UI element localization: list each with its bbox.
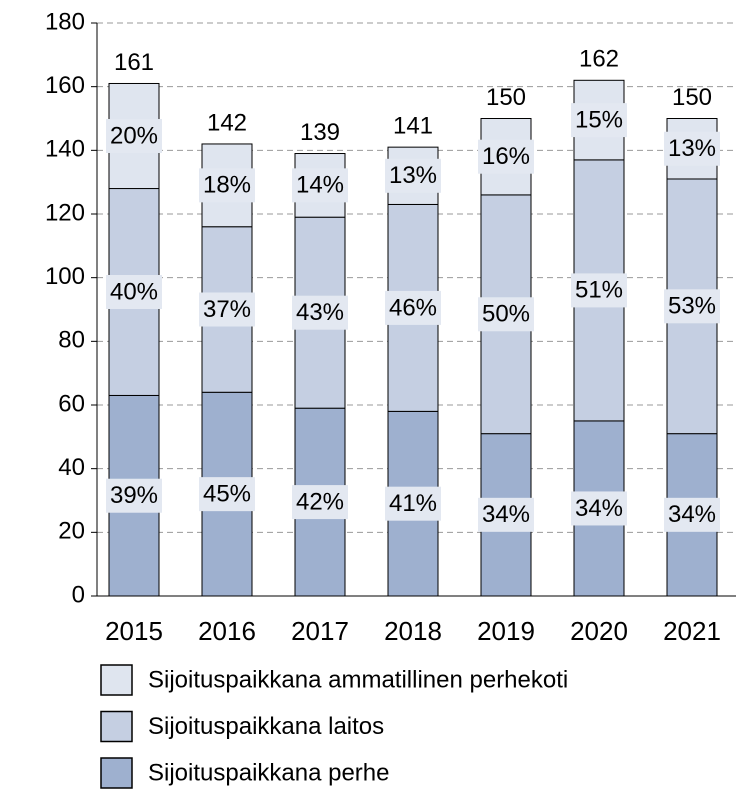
share-label-box: [292, 168, 348, 203]
share-label: 53%: [668, 293, 716, 320]
share-label: 16%: [482, 143, 530, 170]
legend-label: Sijoituspaikkana perhe: [148, 759, 390, 786]
y-tick-label: 120: [45, 199, 85, 226]
share-label-box: [106, 478, 162, 513]
share-label-box: [199, 168, 255, 203]
share-label: 15%: [575, 106, 623, 133]
share-label: 13%: [389, 162, 437, 189]
share-label-box: [106, 119, 162, 154]
total-label: 139: [300, 119, 340, 146]
legend-swatch: [100, 664, 133, 696]
share-label-box: [199, 292, 255, 327]
y-tick-label: 140: [45, 136, 85, 163]
total-label: 141: [393, 112, 433, 139]
share-label-box: [106, 274, 162, 309]
share-label-box: [571, 273, 627, 308]
total-label: 142: [207, 109, 247, 136]
share-label: 39%: [110, 482, 158, 509]
y-tick-label: 20: [58, 518, 85, 545]
share-label: 45%: [203, 480, 251, 507]
share-label-box: [385, 290, 441, 325]
share-label-box: [292, 295, 348, 330]
share-label-box: [664, 131, 720, 166]
y-tick-label: 180: [45, 8, 85, 35]
x-tick-label: 2018: [384, 616, 442, 646]
share-label-box: [571, 103, 627, 138]
total-label: 161: [114, 49, 154, 76]
share-label: 13%: [668, 135, 716, 162]
share-label: 34%: [668, 501, 716, 528]
share-label: 51%: [575, 277, 623, 304]
share-label-box: [664, 289, 720, 324]
share-label: 43%: [296, 299, 344, 326]
total-label: 162: [579, 46, 619, 73]
y-tick-label: 40: [58, 454, 85, 481]
share-label-box: [292, 485, 348, 520]
legend-label: Sijoituspaikkana ammatillinen perhekoti: [148, 666, 568, 693]
y-tick-label: 0: [72, 581, 85, 608]
share-label: 14%: [296, 172, 344, 199]
share-label-box: [478, 139, 534, 174]
share-label-box: [385, 486, 441, 521]
x-tick-label: 2020: [570, 616, 628, 646]
share-label: 42%: [296, 488, 344, 515]
total-label: 150: [486, 84, 526, 111]
share-label: 34%: [575, 495, 623, 522]
share-label: 37%: [203, 296, 251, 323]
share-label: 41%: [389, 490, 437, 517]
share-label-box: [385, 158, 441, 193]
share-label: 46%: [389, 294, 437, 321]
x-tick-label: 2015: [105, 616, 163, 646]
share-label-box: [478, 497, 534, 532]
x-tick-label: 2017: [291, 616, 349, 646]
share-label-box: [478, 297, 534, 332]
x-tick-label: 2016: [198, 616, 256, 646]
share-label-box: [199, 477, 255, 512]
x-tick-label: 2019: [477, 616, 535, 646]
legend-swatch: [100, 757, 133, 789]
legend-swatch: [100, 710, 133, 743]
share-label: 18%: [203, 172, 251, 199]
y-tick-label: 80: [58, 327, 85, 354]
legend-label: Sijoituspaikkana laitos: [148, 713, 384, 740]
x-tick-label: 2021: [663, 616, 721, 646]
share-label: 50%: [482, 301, 530, 328]
y-tick-label: 60: [58, 390, 85, 417]
share-label: 20%: [110, 122, 158, 149]
share-label: 34%: [482, 501, 530, 528]
share-label: 40%: [110, 278, 158, 305]
y-tick-label: 100: [45, 263, 85, 290]
total-label: 150: [672, 84, 712, 111]
share-label-box: [571, 491, 627, 526]
y-tick-label: 160: [45, 72, 85, 99]
share-label-box: [664, 497, 720, 532]
